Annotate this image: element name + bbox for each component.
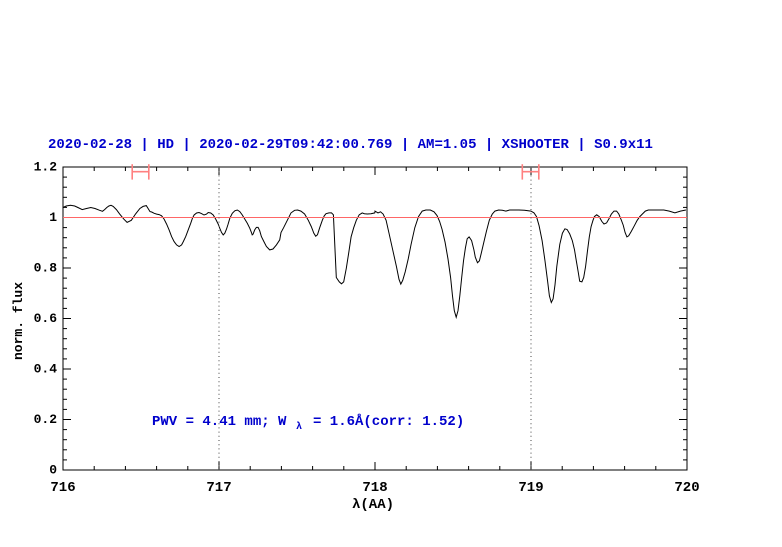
- svg-text:λ: λ: [296, 421, 302, 433]
- svg-text:0.4: 0.4: [34, 362, 58, 377]
- svg-text:717: 717: [206, 480, 231, 496]
- svg-text:1: 1: [49, 210, 57, 225]
- svg-text:= 1.6Å(corr: 1.52): = 1.6Å(corr: 1.52): [313, 413, 464, 430]
- svg-text:0.2: 0.2: [34, 412, 58, 427]
- svg-text:718: 718: [362, 480, 387, 496]
- svg-text:0: 0: [49, 463, 57, 478]
- svg-text:λ(AA): λ(AA): [352, 497, 394, 513]
- svg-text:PWV = 4.41 mm; W: PWV = 4.41 mm; W: [152, 414, 287, 430]
- svg-text:0.8: 0.8: [34, 261, 58, 276]
- svg-text:0.6: 0.6: [34, 311, 58, 326]
- svg-text:1.2: 1.2: [34, 160, 58, 175]
- svg-text:720: 720: [674, 480, 699, 496]
- svg-text:716: 716: [50, 480, 75, 496]
- svg-text:2020-02-28 | HD | 2020-02-29T0: 2020-02-28 | HD | 2020-02-29T09:42:00.76…: [48, 137, 653, 153]
- svg-text:719: 719: [518, 480, 543, 496]
- svg-text:norm. flux: norm. flux: [11, 282, 26, 360]
